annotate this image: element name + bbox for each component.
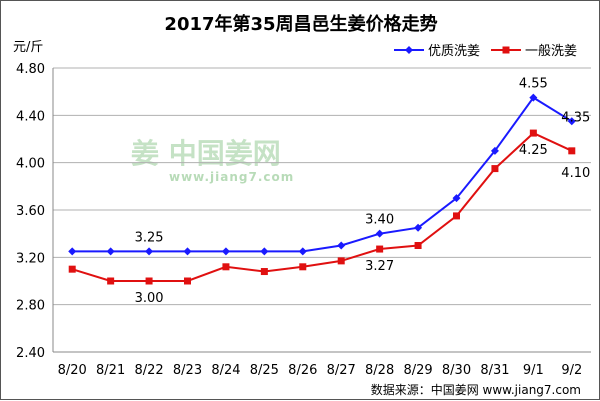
data-point [568, 147, 576, 155]
y-tick-label: 4.40 [16, 109, 45, 124]
legend: 优质洗姜 一般洗姜 [394, 43, 577, 59]
data-point [298, 247, 307, 256]
data-point [337, 241, 346, 250]
watermark-url: www.jiang7.com [169, 170, 294, 184]
data-label: 4.35 [561, 110, 590, 125]
y-axis-unit: 元/斤 [13, 40, 43, 55]
x-tick-label: 8/28 [365, 363, 394, 378]
data-point [376, 245, 384, 253]
x-tick-label: 8/31 [480, 363, 509, 378]
axes [52, 68, 591, 353]
data-label: 4.55 [519, 77, 548, 92]
data-label: 3.00 [135, 291, 164, 306]
data-point [337, 257, 345, 265]
data-point [184, 277, 191, 285]
data-point [414, 242, 422, 249]
data-source: 数据来源：中国姜网 www.jiang7.com [371, 382, 581, 397]
legend-label: 优质洗姜 [428, 44, 480, 59]
data-point [299, 263, 307, 271]
x-tick-label: 8/27 [327, 363, 356, 378]
data-point [106, 247, 115, 256]
y-tick-label: 2.40 [16, 346, 45, 361]
data-point [260, 268, 268, 276]
data-point [107, 277, 115, 285]
data-point [490, 146, 499, 155]
x-tick-label: 8/25 [250, 363, 279, 378]
watermark: 姜 中国姜网 www.jiang7.com [131, 137, 294, 184]
data-point [529, 93, 538, 102]
watermark-logo: 姜 中国姜网 [131, 137, 281, 170]
data-point [145, 277, 153, 285]
data-point [453, 212, 460, 220]
chart-title: 2017年第35周昌邑生姜价格走势 [164, 13, 437, 35]
data-label: 4.25 [519, 143, 548, 158]
x-tick-label: 9/2 [561, 363, 582, 378]
x-tick-label: 8/30 [442, 363, 471, 378]
x-axis-ticks: 8/20 8/21 8/22 8/23 8/24 8/25 8/26 8/27 8/28 8/29… [58, 363, 583, 378]
y-tick-label: 3.20 [16, 251, 45, 266]
data-point [414, 223, 423, 232]
y-axis-ticks: 2.40 2.80 3.20 3.60 4.00 4.40 4.80 [16, 62, 45, 361]
data-labels: 3.25 3.00 3.40 3.27 4.55 4.35 4.25 4.10 [135, 77, 591, 306]
data-point [375, 229, 384, 238]
x-tick-label: 8/23 [173, 363, 202, 378]
y-tick-label: 4.80 [16, 62, 45, 77]
data-point [145, 247, 154, 256]
x-tick-label: 8/26 [288, 363, 317, 378]
data-point [529, 129, 537, 137]
x-tick-label: 8/21 [96, 363, 125, 378]
x-tick-label: 8/22 [134, 363, 163, 378]
data-label: 3.27 [365, 259, 394, 274]
x-tick-label: 8/24 [211, 363, 240, 378]
legend-marker [405, 46, 413, 54]
data-point [68, 247, 77, 256]
y-tick-label: 3.60 [16, 204, 45, 219]
series-line-0 [72, 96, 573, 253]
data-point [491, 165, 499, 173]
series-layer [68, 93, 576, 285]
data-label: 4.10 [561, 166, 590, 181]
data-point [221, 247, 230, 256]
legend-label: 一般洗姜 [525, 43, 577, 59]
data-point [260, 247, 269, 256]
grid [53, 67, 591, 353]
data-point [452, 194, 461, 203]
x-tick-label: 8/20 [58, 363, 87, 378]
data-point [183, 247, 192, 256]
data-point [222, 263, 230, 271]
data-point [567, 117, 576, 126]
y-tick-label: 4.00 [16, 157, 45, 172]
data-label: 3.25 [135, 230, 164, 245]
y-tick-label: 2.80 [16, 299, 45, 314]
data-point [68, 265, 76, 273]
legend-marker [502, 46, 510, 54]
x-tick-label: 8/29 [403, 363, 432, 378]
series-line-1 [71, 131, 573, 282]
data-label: 3.40 [365, 213, 394, 228]
x-tick-label: 9/1 [523, 363, 544, 378]
